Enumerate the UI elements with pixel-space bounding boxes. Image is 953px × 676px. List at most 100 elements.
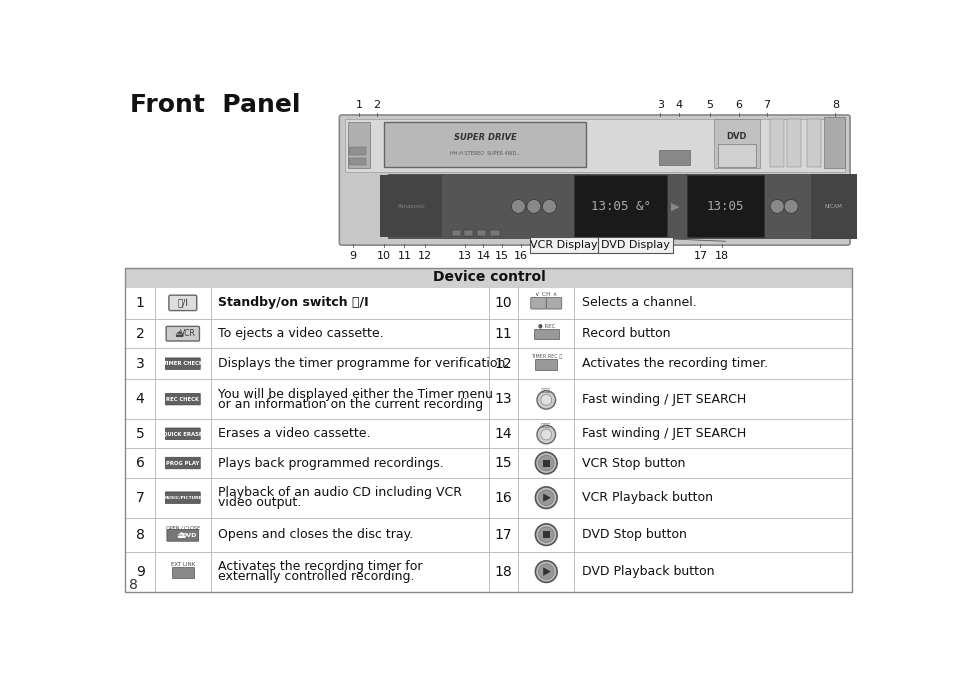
Text: video output.: video output. xyxy=(218,496,301,509)
Text: Fast winding / JET SEARCH: Fast winding / JET SEARCH xyxy=(581,393,745,406)
Text: Standby/on switch ⏻/I: Standby/on switch ⏻/I xyxy=(218,296,369,310)
Bar xyxy=(488,348,517,379)
Text: VCR Display: VCR Display xyxy=(530,240,598,250)
FancyBboxPatch shape xyxy=(598,237,672,253)
Circle shape xyxy=(511,199,525,214)
Text: 11: 11 xyxy=(397,251,411,260)
Bar xyxy=(211,379,488,419)
Bar xyxy=(125,348,852,379)
Bar xyxy=(125,287,852,319)
Text: Erases a video cassette.: Erases a video cassette. xyxy=(218,427,371,440)
Bar xyxy=(125,518,154,552)
Text: 15: 15 xyxy=(495,456,512,470)
Bar xyxy=(154,448,211,478)
Bar xyxy=(806,119,820,167)
Circle shape xyxy=(537,391,555,409)
Bar xyxy=(659,150,690,166)
Bar xyxy=(769,119,783,167)
Bar xyxy=(125,448,852,478)
Text: 8: 8 xyxy=(129,579,137,592)
Text: REC CHECK: REC CHECK xyxy=(166,397,199,402)
Text: 16: 16 xyxy=(513,251,527,260)
Bar xyxy=(517,348,574,379)
Bar xyxy=(172,567,193,578)
Bar xyxy=(488,287,517,319)
Bar xyxy=(211,419,488,448)
Bar xyxy=(154,348,211,379)
Bar xyxy=(154,379,211,419)
Text: 10: 10 xyxy=(376,251,391,260)
Bar xyxy=(574,287,852,319)
Text: 4: 4 xyxy=(675,100,681,110)
Circle shape xyxy=(535,452,557,474)
Bar xyxy=(154,478,211,518)
Text: DVD Display: DVD Display xyxy=(600,240,669,250)
Bar xyxy=(344,119,843,172)
Text: ▶: ▶ xyxy=(670,201,679,212)
FancyBboxPatch shape xyxy=(530,237,598,253)
Text: ⏻/I: ⏻/I xyxy=(177,298,188,308)
Bar xyxy=(574,319,852,348)
Text: SUPER DRIVE: SUPER DRIVE xyxy=(453,133,516,142)
Bar xyxy=(348,122,369,168)
Bar xyxy=(464,230,473,236)
Text: 6: 6 xyxy=(135,456,145,470)
Text: 16: 16 xyxy=(495,491,512,505)
Bar xyxy=(125,379,852,419)
Bar xyxy=(211,478,488,518)
Text: ⏩/⏩⏩: ⏩/⏩⏩ xyxy=(540,422,551,428)
Circle shape xyxy=(537,456,554,470)
Text: 3: 3 xyxy=(656,100,663,110)
Text: ⏏: ⏏ xyxy=(175,531,185,540)
FancyBboxPatch shape xyxy=(165,393,200,405)
Text: 18: 18 xyxy=(715,251,728,260)
Text: ● REC: ● REC xyxy=(537,324,555,329)
Text: 5: 5 xyxy=(135,427,145,441)
Text: Activates the recording timer for: Activates the recording timer for xyxy=(218,560,422,573)
Circle shape xyxy=(537,490,554,506)
Text: MUSIC/PICTURE: MUSIC/PICTURE xyxy=(163,496,202,500)
Bar xyxy=(517,552,574,592)
Text: Playback of an audio CD including VCR: Playback of an audio CD including VCR xyxy=(218,486,462,499)
Text: Activates the recording timer.: Activates the recording timer. xyxy=(581,357,767,370)
Text: Device control: Device control xyxy=(432,270,545,285)
Bar xyxy=(542,531,549,538)
Bar xyxy=(125,419,852,448)
Bar xyxy=(154,319,211,348)
Text: Selects a channel.: Selects a channel. xyxy=(581,296,696,310)
Bar xyxy=(384,122,585,167)
Text: 9: 9 xyxy=(135,564,145,579)
Text: 13: 13 xyxy=(495,392,512,406)
Bar xyxy=(125,319,852,348)
Text: DVD Stop button: DVD Stop button xyxy=(581,528,686,541)
Bar xyxy=(488,319,517,348)
Bar xyxy=(211,287,488,319)
Bar xyxy=(154,419,211,448)
Bar xyxy=(810,174,856,239)
Text: 7: 7 xyxy=(135,491,145,505)
Polygon shape xyxy=(542,567,550,576)
Circle shape xyxy=(526,199,540,214)
Bar xyxy=(452,230,460,236)
Bar xyxy=(125,287,154,319)
Text: 11: 11 xyxy=(495,327,512,341)
Text: VCR: VCR xyxy=(180,329,196,338)
Text: 7: 7 xyxy=(762,100,770,110)
Text: PROG PLAY: PROG PLAY xyxy=(166,460,199,466)
Bar xyxy=(125,268,852,592)
Bar xyxy=(574,379,852,419)
Circle shape xyxy=(540,429,551,440)
FancyBboxPatch shape xyxy=(166,327,199,341)
Bar xyxy=(125,478,154,518)
Bar xyxy=(574,552,852,592)
Text: HH-H STEREO  SUPER 4WD...: HH-H STEREO SUPER 4WD... xyxy=(449,151,520,156)
Text: Plays back programmed recordings.: Plays back programmed recordings. xyxy=(218,456,444,470)
Bar xyxy=(380,175,442,237)
Text: ∨ CH ∧: ∨ CH ∧ xyxy=(535,292,557,297)
FancyBboxPatch shape xyxy=(165,358,200,370)
Bar xyxy=(717,144,756,167)
Bar xyxy=(349,158,366,166)
Text: TIMER REC ⌛: TIMER REC ⌛ xyxy=(530,354,561,358)
Text: 15: 15 xyxy=(495,251,509,260)
FancyBboxPatch shape xyxy=(165,428,200,439)
